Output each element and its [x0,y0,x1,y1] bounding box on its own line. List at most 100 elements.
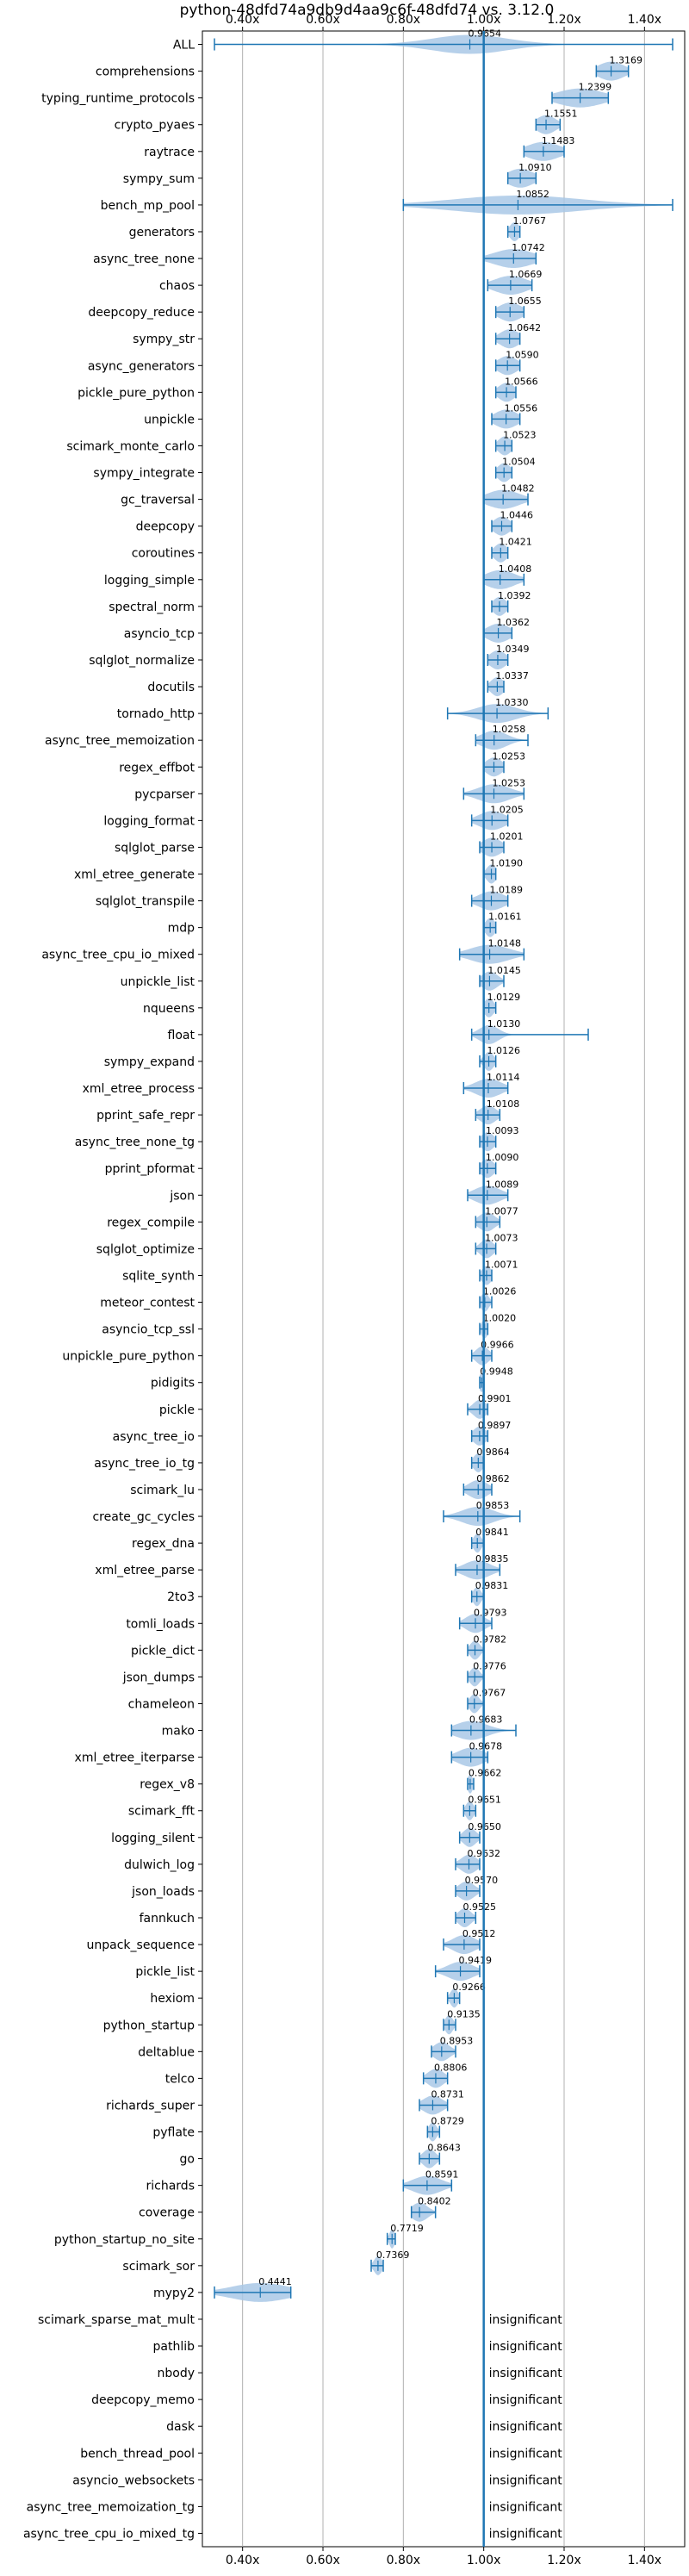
category-label: sqlglot_parse [115,841,195,855]
value-label: 0.9831 [475,1580,509,1591]
category-label: regex_dna [132,1537,195,1551]
value-label: 0.9678 [469,1741,503,1752]
insignificant-label: insignificant [489,2393,563,2407]
category-label: 2to3 [167,1590,195,1604]
insignificant-label: insignificant [489,2527,563,2541]
value-label: 0.9897 [478,1420,512,1431]
category-label: scimark_lu [130,1484,195,1497]
value-label: 1.0161 [488,912,522,923]
category-label: generators [129,226,195,240]
value-label: 0.9135 [447,2008,481,2019]
value-label: 1.0114 [487,1072,520,1083]
category-label: async_tree_io_tg [94,1457,195,1471]
category-label: sympy_expand [104,1055,195,1069]
category-label: xml_etree_parse [95,1564,195,1577]
value-label: 1.0089 [486,1179,519,1190]
category-label: spectral_norm [109,600,195,614]
category-label: async_tree_memoization [45,734,195,748]
value-label: 1.0523 [503,429,537,440]
value-label: 1.0642 [508,322,542,333]
category-label: chaos [159,279,195,293]
value-label: 1.0189 [489,885,523,896]
category-label: richards [146,2180,196,2193]
x-tick-label-top: 1.00x [467,13,500,27]
value-label: 0.9776 [473,1660,506,1671]
category-label: docutils [147,681,195,694]
value-label: 0.9966 [481,1340,514,1351]
category-label: xml_etree_iterparse [75,1752,195,1765]
category-label: sympy_sum [123,172,195,186]
category-label: go [180,2153,195,2167]
x-tick-label-bottom: 0.60x [306,2554,339,2567]
value-label: 0.9853 [476,1500,510,1511]
category-label: telco [165,2072,195,2086]
value-label: 0.9901 [478,1393,512,1404]
category-label: python_startup [103,2019,195,2032]
value-label: 0.8953 [440,2035,473,2046]
category-label: xml_etree_process [83,1082,195,1096]
value-label: 0.9419 [459,1955,493,1966]
category-label: pickle_list [135,1965,195,1979]
category-label: gc_traversal [121,494,195,507]
category-label: mako [162,1725,195,1739]
category-label: pickle [159,1403,195,1417]
value-label: 1.0145 [487,965,521,976]
value-label: 1.0077 [485,1205,518,1216]
value-label: 1.0253 [492,750,525,762]
value-label: 0.8591 [425,2169,459,2181]
category-label: scimark_sor [122,2260,195,2274]
value-label: 0.9512 [462,1928,496,1939]
value-label: 0.9793 [474,1607,507,1618]
value-label: 1.0655 [508,296,542,307]
value-label: 0.7369 [376,2249,410,2261]
category-label: pyflate [152,2126,195,2140]
plot-frame [202,30,686,2548]
value-label: 0.9767 [473,1687,506,1698]
x-tick-label-bottom: 1.40x [628,2554,661,2567]
category-label: async_tree_cpu_io_mixed_tg [23,2527,195,2541]
category-label: xml_etree_generate [74,868,195,882]
value-label: 1.0910 [518,162,552,173]
value-label: 1.0148 [488,938,522,949]
category-label: tornado_http [117,707,195,721]
category-label: json_dumps [122,1671,195,1684]
x-tick-label-bottom: 0.40x [226,2554,259,2567]
category-label: chameleon [128,1697,195,1711]
category-label: deepcopy [136,520,195,534]
category-label: tomli_loads [126,1617,195,1631]
value-label: 0.9948 [480,1366,513,1378]
category-label: unpickle_pure_python [62,1350,195,1364]
category-label: pprint_safe_repr [96,1109,195,1123]
value-label: 1.0071 [485,1259,518,1270]
value-label: 1.0742 [512,242,545,253]
value-label: 1.0090 [486,1152,519,1163]
category-label: deepcopy_memo [91,2393,195,2407]
category-label: pickle_pure_python [78,386,195,400]
value-label: 1.0205 [490,804,524,815]
value-label: 1.0337 [495,670,529,681]
category-label: raytrace [144,146,195,159]
value-label: 1.0566 [505,376,538,387]
category-label: regex_effbot [119,761,195,775]
value-label: 0.9782 [473,1633,506,1645]
value-label: 1.0556 [505,402,538,414]
category-label: scimark_sparse_mat_mult [38,2313,195,2327]
category-label: async_tree_none [93,252,195,266]
value-label: 1.1551 [544,109,578,120]
value-label: 0.4441 [258,2276,292,2287]
value-label: 0.9864 [476,1447,510,1458]
value-label: 0.8729 [431,2116,464,2127]
value-label: 0.9841 [475,1527,509,1538]
category-label: bench_thread_pool [80,2447,195,2461]
category-label: logging_format [103,814,195,828]
category-label: typing_runtime_protocols [41,92,195,106]
category-label: async_generators [88,359,195,373]
value-label: 1.0482 [501,483,535,495]
value-label: 1.1483 [542,135,575,146]
category-label: pickle_dict [131,1644,196,1658]
category-label: nbody [158,2367,196,2380]
category-label: regex_v8 [140,1778,195,1792]
x-tick-label-bottom: 0.80x [387,2554,420,2567]
x-tick-label-top: 1.20x [547,13,580,27]
category-label: asyncio_tcp [124,627,195,641]
